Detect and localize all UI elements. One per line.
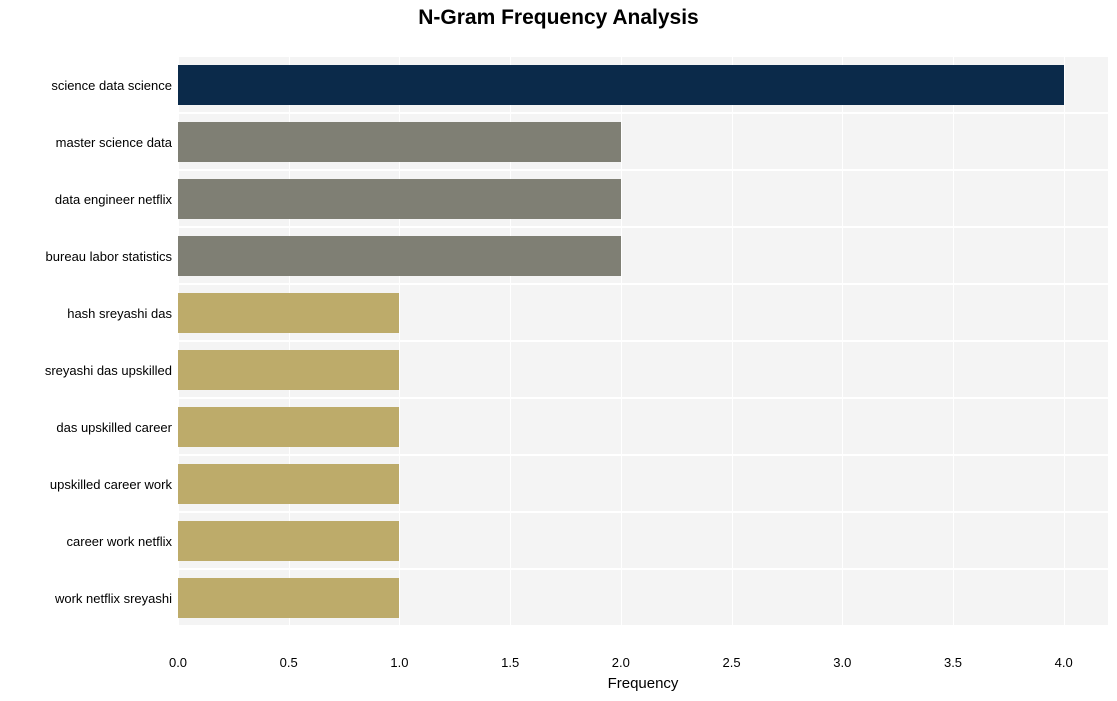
gridline xyxy=(1064,35,1065,647)
bar xyxy=(178,464,399,504)
bar xyxy=(178,179,621,219)
x-axis-label: Frequency xyxy=(178,675,1108,692)
x-tick-label: 3.5 xyxy=(944,655,962,670)
y-tick-label: sreyashi das upskilled xyxy=(45,363,172,378)
gridline xyxy=(842,35,843,647)
gridline xyxy=(732,35,733,647)
bar xyxy=(178,407,399,447)
plot-area xyxy=(178,35,1108,647)
bar xyxy=(178,65,1064,105)
y-tick-label: career work netflix xyxy=(67,534,172,549)
bar xyxy=(178,293,399,333)
x-tick-label: 3.0 xyxy=(833,655,851,670)
y-tick-label: data engineer netflix xyxy=(55,192,172,207)
y-tick-label: science data science xyxy=(51,78,172,93)
y-tick-label: work netflix sreyashi xyxy=(55,591,172,606)
chart-container: N-Gram Frequency Analysis science data s… xyxy=(0,0,1117,701)
gridline xyxy=(621,35,622,647)
bar xyxy=(178,521,399,561)
x-tick-label: 1.5 xyxy=(501,655,519,670)
y-tick-label: master science data xyxy=(56,135,172,150)
x-tick-label: 2.5 xyxy=(723,655,741,670)
x-tick-label: 2.0 xyxy=(612,655,630,670)
chart-title: N-Gram Frequency Analysis xyxy=(0,6,1117,30)
x-tick-label: 1.0 xyxy=(390,655,408,670)
x-tick-label: 0.5 xyxy=(280,655,298,670)
bar xyxy=(178,236,621,276)
bar xyxy=(178,578,399,618)
x-tick-label: 4.0 xyxy=(1055,655,1073,670)
y-tick-label: bureau labor statistics xyxy=(46,249,172,264)
y-tick-label: upskilled career work xyxy=(50,477,172,492)
bar xyxy=(178,122,621,162)
bar xyxy=(178,350,399,390)
x-tick-label: 0.0 xyxy=(169,655,187,670)
y-tick-label: hash sreyashi das xyxy=(67,306,172,321)
gridline xyxy=(953,35,954,647)
y-tick-label: das upskilled career xyxy=(56,420,172,435)
